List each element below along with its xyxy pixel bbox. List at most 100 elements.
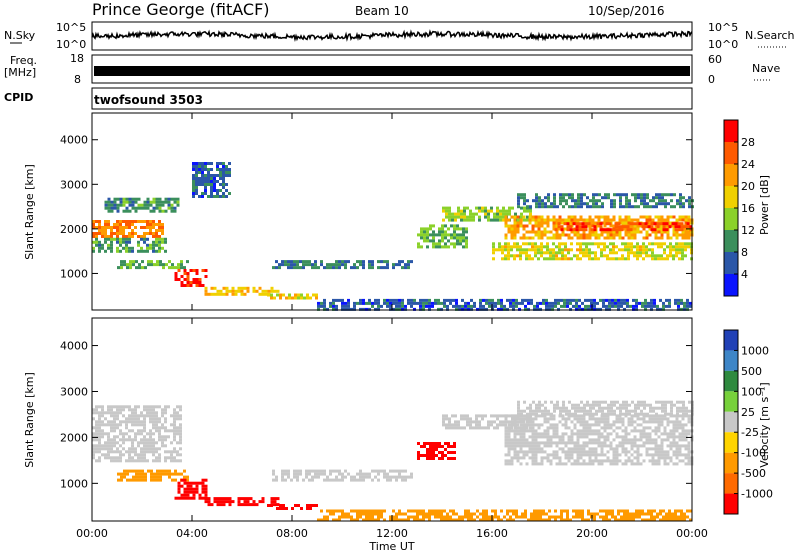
heatmap-cell [469, 212, 472, 216]
heatmap-cell [576, 456, 580, 460]
heatmap-cell [450, 236, 453, 240]
heatmap-cell [683, 512, 686, 516]
heatmap-cell [499, 218, 502, 222]
colorbar-tick-label: 25 [741, 406, 755, 419]
heatmap-cell [119, 220, 122, 223]
heatmap-cell [563, 222, 567, 226]
heatmap-cell [374, 298, 377, 302]
heatmap-cell [267, 293, 270, 297]
heatmap-cell [201, 192, 204, 195]
heatmap-cell [164, 456, 167, 460]
heatmap-cell [158, 417, 161, 421]
heatmap-cell [398, 307, 401, 311]
heatmap-cell [149, 408, 152, 412]
heatmap-cell [222, 192, 225, 195]
heatmap-cell [284, 260, 287, 264]
heatmap-cell [552, 450, 556, 454]
x-tick-label: 00:00 [676, 527, 708, 540]
heatmap-cell [643, 193, 646, 197]
heatmap-cell [570, 215, 574, 219]
heatmap-cell [173, 206, 177, 210]
heatmap-cell [204, 490, 208, 494]
heatmap-cell [98, 420, 101, 424]
heatmap-cell [561, 218, 565, 222]
heatmap-cell [152, 444, 155, 448]
heatmap-cell [582, 417, 586, 421]
cpid-label: CPID [4, 91, 33, 104]
heatmap-cell [467, 518, 470, 522]
heatmap-cell [158, 206, 162, 210]
heatmap-cell [640, 412, 643, 416]
heatmap-cell [591, 414, 595, 418]
heatmap-cell [621, 218, 625, 222]
heatmap-cell [580, 196, 583, 200]
heatmap-cell [600, 453, 604, 457]
heatmap-cell [460, 215, 463, 219]
heatmap-cell [500, 518, 503, 522]
heatmap-cell [516, 429, 520, 433]
heatmap-cell [519, 435, 523, 439]
heatmap-cell [516, 456, 520, 460]
heatmap-cell [126, 478, 129, 482]
heatmap-cell [113, 441, 116, 445]
heatmap-cell [201, 162, 204, 165]
heatmap-cell [281, 260, 284, 264]
heatmap-cell [540, 218, 544, 222]
heatmap-cell [670, 412, 673, 416]
heatmap-cell [152, 220, 155, 223]
heatmap-cell [610, 412, 613, 416]
heatmap-cell [541, 202, 544, 206]
heatmap-cell [143, 200, 147, 204]
heatmap-cell [302, 478, 305, 482]
heatmap-cell [216, 180, 219, 183]
heatmap-cell [389, 475, 392, 479]
heatmap-cell [531, 420, 535, 424]
heatmap-cell [666, 438, 670, 442]
heatmap-cell [398, 298, 401, 302]
heatmap-cell [641, 304, 644, 308]
heatmap-cell [272, 478, 275, 482]
heatmap-cell [539, 301, 542, 305]
heatmap-cell [110, 459, 113, 463]
heatmap-cell [487, 212, 490, 216]
colorbar-frame [723, 329, 739, 515]
heatmap-cell [344, 475, 347, 479]
heatmap-cell [149, 220, 152, 223]
heatmap-cell [176, 453, 179, 457]
heatmap-cell [558, 215, 562, 219]
heatmap-cell [487, 215, 490, 219]
heatmap-cell [559, 409, 562, 413]
heatmap-cell [422, 301, 425, 305]
heatmap-cell [407, 298, 410, 302]
heatmap-cell [147, 260, 150, 264]
heatmap-cell [583, 202, 586, 206]
heatmap-cell [116, 237, 119, 241]
heatmap-cell [651, 248, 654, 252]
heatmap-cell [654, 444, 658, 448]
heatmap-cell [620, 301, 623, 305]
heatmap-cell [404, 307, 407, 311]
heatmap-cell [659, 307, 662, 311]
heatmap-cell [507, 432, 511, 436]
heatmap-cell [603, 245, 606, 249]
heatmap-cell [92, 450, 95, 454]
heatmap-cell [638, 515, 641, 519]
heatmap-cell [565, 202, 568, 206]
heatmap-cell [663, 432, 667, 436]
heatmap-cell [612, 251, 615, 255]
heatmap-cell [219, 500, 223, 504]
heatmap-cell [459, 233, 462, 237]
heatmap-cell [581, 512, 584, 516]
heatmap-cell [143, 237, 146, 241]
heatmap-cell [110, 200, 114, 204]
date-label: 10/Sep/2016 [588, 4, 665, 18]
heatmap-cell [129, 478, 132, 482]
heatmap-cell [161, 438, 164, 442]
heatmap-cell [567, 438, 571, 442]
heatmap-cell [407, 260, 410, 264]
heatmap-cell [564, 233, 568, 237]
heatmap-cell [510, 245, 513, 249]
heatmap-cell [146, 243, 149, 247]
heatmap-cell [149, 438, 152, 442]
heatmap-cell [189, 281, 193, 284]
